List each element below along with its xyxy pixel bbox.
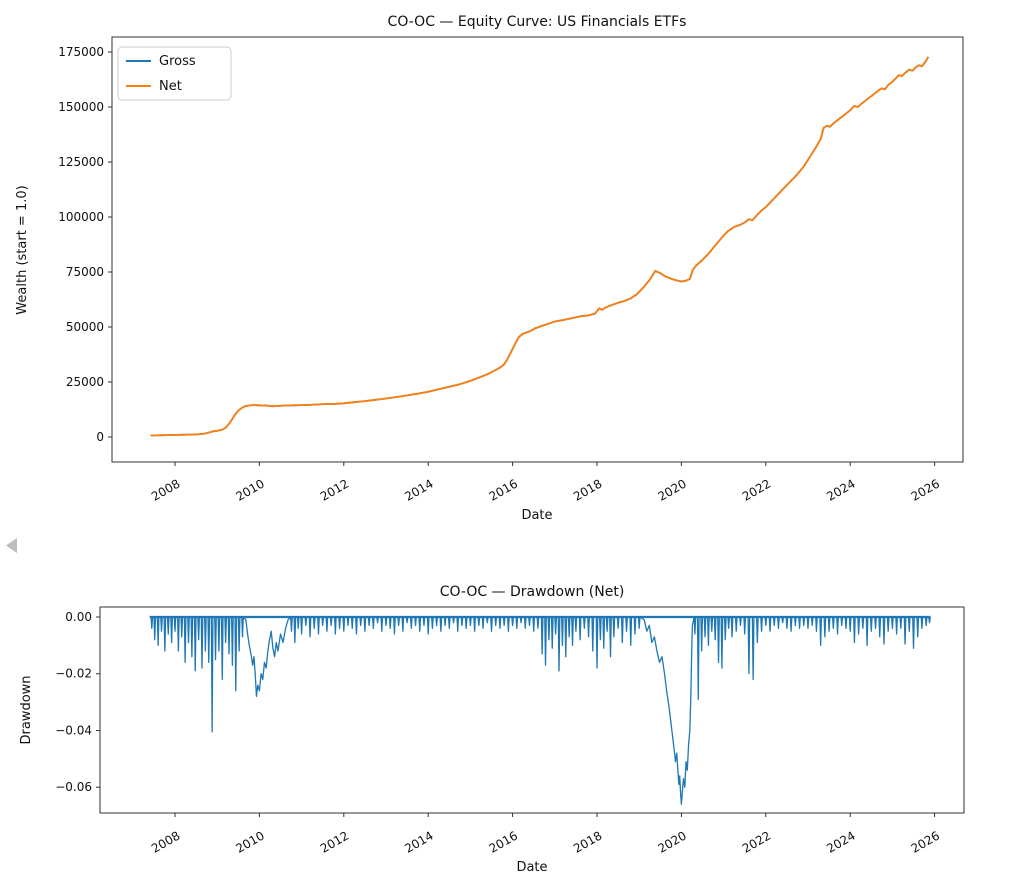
x-tick-label: 2024	[824, 828, 857, 855]
x-tick-label: 2022	[740, 476, 773, 503]
net-line	[150, 56, 930, 437]
x-tick-label: 2012	[318, 476, 351, 503]
y-tick-label: 75000	[66, 265, 104, 279]
y-tick-label: 150000	[58, 100, 104, 114]
y-tick-label: 100000	[58, 210, 104, 224]
legend-gross-label: Gross	[159, 54, 196, 69]
drawdown-y-axis-label: Drawdown	[19, 675, 34, 744]
drawdown-axis-ticks: 2008 2010 2012 2014 2016 2018 2020 2022 2024 2026…	[55, 610, 942, 856]
y-tick-label: 0.00	[65, 610, 92, 624]
x-tick-label: 2010	[233, 476, 266, 503]
y-tick-label: 0	[96, 430, 104, 444]
x-tick-label: 2010	[233, 828, 266, 855]
y-tick-label: 125000	[58, 155, 104, 169]
legend-net-label: Net	[159, 79, 182, 94]
x-tick-label: 2018	[571, 828, 604, 855]
equity-y-axis-label: Wealth (start = 1.0)	[15, 185, 30, 314]
x-tick-label: 2026	[909, 476, 942, 503]
drawdown-chart-title: CO-OC — Drawdown (Net)	[440, 584, 625, 600]
x-tick-label: 2020	[655, 476, 688, 503]
x-tick-label: 2016	[487, 476, 520, 503]
collapse-output-arrow-icon[interactable]	[6, 538, 17, 553]
drawdown-series-line	[149, 615, 931, 805]
equity-chart-title: CO-OC — Equity Curve: US Financials ETFs	[388, 14, 687, 30]
y-tick-label: 50000	[66, 320, 104, 334]
x-tick-label: 2012	[318, 828, 351, 855]
x-tick-label: 2020	[655, 828, 688, 855]
y-tick-label: −0.02	[55, 667, 92, 681]
y-tick-label: −0.06	[55, 780, 92, 794]
drawdown-chart: CO-OC — Drawdown (Net) Drawdown Date 200…	[19, 584, 965, 875]
drawdown-x-axis-label: Date	[516, 860, 547, 875]
x-tick-label: 2014	[402, 828, 435, 855]
x-tick-label: 2022	[740, 828, 773, 855]
x-tick-label: 2016	[487, 828, 520, 855]
x-tick-label: 2008	[149, 828, 182, 855]
drawdown-plot-frame	[99, 606, 965, 814]
x-tick-label: 2018	[571, 476, 604, 503]
drawdown-line	[149, 616, 931, 805]
equity-curve-chart: CO-OC — Equity Curve: US Financials ETFs…	[15, 14, 964, 523]
x-tick-label: 2026	[909, 828, 942, 855]
y-tick-label: 175000	[58, 45, 104, 59]
x-tick-label: 2008	[149, 476, 182, 503]
gross-line	[150, 56, 930, 437]
y-tick-label: 25000	[66, 375, 104, 389]
equity-plot-frame	[111, 36, 964, 463]
x-tick-label: 2014	[402, 476, 435, 503]
equity-legend: Gross Net	[117, 46, 232, 101]
equity-x-axis-label: Date	[521, 508, 552, 523]
y-tick-label: −0.04	[55, 723, 92, 737]
x-tick-label: 2024	[824, 476, 857, 503]
equity-series-lines	[150, 56, 930, 437]
